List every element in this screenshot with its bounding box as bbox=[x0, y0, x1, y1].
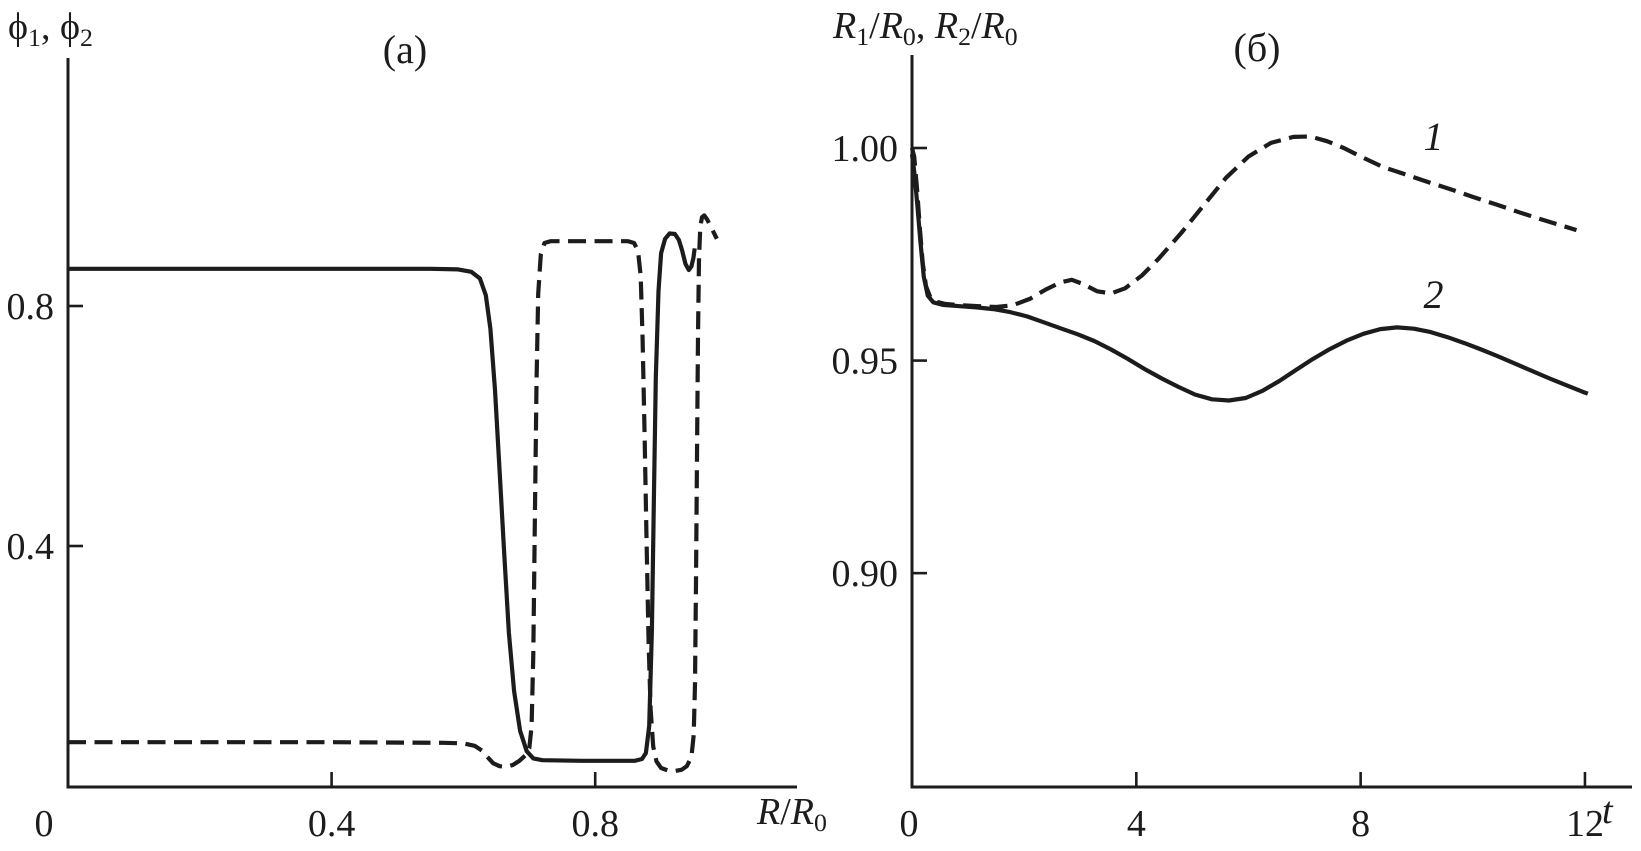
panel-b-x-tick-label: 12 bbox=[1566, 803, 1604, 845]
panel-a-x-axis-label: R/R0 bbox=[757, 791, 827, 838]
R1-dashed-curve bbox=[909, 134, 1578, 310]
panel-a-title: (a) bbox=[382, 27, 428, 72]
panel-b-x-axis-label: t bbox=[1602, 790, 1613, 832]
panel-b-y-axis-label: R1/R0, R2/R0 bbox=[833, 5, 1018, 52]
panel-a-y-axis-label: ϕ1, ϕ2 bbox=[8, 6, 93, 53]
panel-a-x-tick-label: 0 bbox=[35, 803, 54, 845]
panel-b-title: (б) bbox=[1233, 25, 1281, 70]
phi2-dashed-curve bbox=[68, 213, 719, 774]
panel-b-y-tick-label: 0.95 bbox=[832, 341, 899, 383]
R2-solid-curve bbox=[909, 154, 1589, 403]
panel-b-y-tick-label: 1.00 bbox=[832, 128, 899, 170]
panel-b-x-tick-label: 4 bbox=[1127, 803, 1146, 845]
panel-a-axes bbox=[66, 58, 797, 789]
phi1-solid-curve bbox=[68, 231, 697, 763]
panel-b-x-tick-label: 8 bbox=[1351, 803, 1370, 845]
panel-a-x-tick-label: 0.4 bbox=[308, 803, 356, 845]
panel-a-y-tick-label: 0.8 bbox=[7, 286, 55, 328]
panel-a-y-tick-label: 0.4 bbox=[7, 526, 55, 568]
panel-b-axes bbox=[910, 55, 1632, 789]
panel-b-x-tick-label: 0 bbox=[900, 803, 919, 845]
panel-b-y-tick-label: 0.90 bbox=[832, 553, 899, 595]
panel-a-x-tick-label: 0.8 bbox=[571, 803, 619, 845]
curve-label-1: 1 bbox=[1424, 114, 1444, 159]
curve-label-2: 2 bbox=[1424, 272, 1444, 317]
